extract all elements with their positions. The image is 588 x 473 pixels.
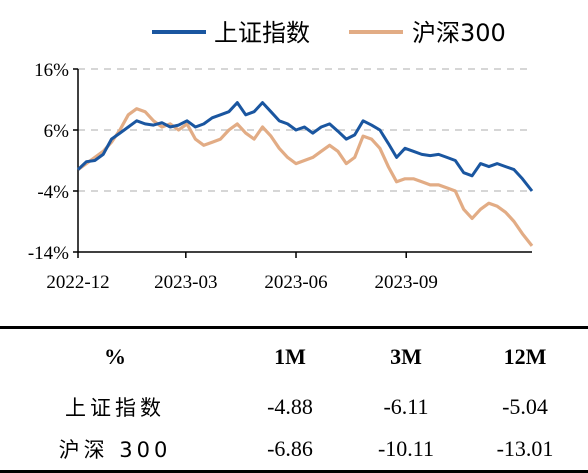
table-cell: -13.01 [462, 428, 588, 473]
y-tick-label: 16% [34, 60, 69, 81]
y-tick-label: 6% [44, 121, 70, 142]
table-header-row: % 1M 3M 12M [0, 326, 588, 386]
y-tick-label: -4% [37, 182, 69, 203]
line-chart: 上证指数 沪深300 16% 6% -4% -14% 2022-12 2023-03 2023… [28, 19, 534, 293]
chart-series [76, 101, 534, 247]
table-header-unit: % [0, 326, 230, 386]
legend-label-shanghai: 上证指数 [214, 19, 310, 47]
chart-axes: 16% 6% -4% -14% 2022-12 2023-03 2023-06 2023-09 [28, 60, 532, 293]
chart-legend: 上证指数 沪深300 [152, 19, 506, 47]
table-cell: -10.11 [350, 428, 462, 473]
table-header-12m: 12M [462, 326, 588, 386]
series-line-csi300 [77, 107, 534, 247]
table-cell: -6.86 [230, 428, 350, 473]
table-cell: -5.04 [502, 394, 548, 419]
legend-label-csi300: 沪深300 [412, 19, 506, 47]
x-tick-label: 2023-06 [264, 272, 327, 293]
y-tick-label: -14% [28, 243, 69, 264]
table-row: 上证指数 -4.88 -6.11 -5.04 [0, 386, 588, 429]
x-tick-label: 2022-12 [46, 272, 109, 293]
row-label-shanghai: 上证指数 [65, 396, 165, 420]
table-header-3m: 3M [350, 326, 462, 386]
table-row: 沪深 300 -6.86 -10.11 -13.01 [0, 428, 588, 473]
x-tick-label: 2023-03 [154, 272, 217, 293]
performance-table: % 1M 3M 12M 上证指数 -4.88 -6.11 -5.04 沪深 30… [0, 326, 588, 473]
table-header-1m: 1M [230, 326, 350, 386]
x-tick-label: 2023-09 [375, 272, 438, 293]
row-label-csi300: 沪深 300 [0, 428, 230, 473]
series-line-shanghai [76, 101, 534, 192]
table-cell: -4.88 [267, 394, 313, 419]
table-cell: -6.11 [383, 394, 429, 419]
